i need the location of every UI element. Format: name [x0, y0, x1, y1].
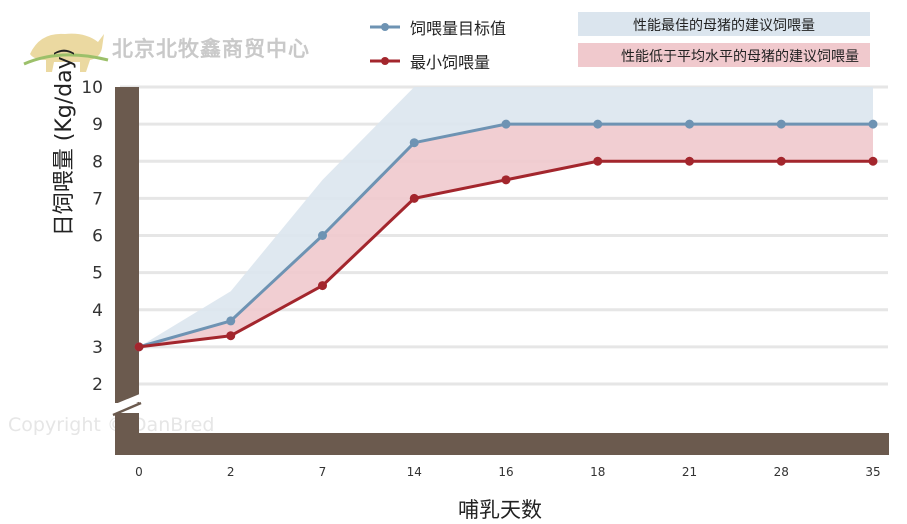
axis-break-mark: [108, 392, 146, 414]
x-tick-label: 18: [590, 465, 605, 479]
y-axis-label: 日饲喂量 (Kg/day): [52, 47, 77, 237]
series: [134, 119, 878, 352]
legend-below-label: 性能低于平均水平的母猪的建议饲喂量: [621, 49, 859, 65]
x-axis-label: 哺乳天数: [458, 498, 542, 522]
data-point-target: [409, 138, 419, 148]
x-tick-label: 21: [682, 465, 697, 479]
band-below-average: [139, 124, 873, 347]
x-tick-label: 16: [498, 465, 513, 479]
y-axis: [115, 87, 139, 403]
legend-target-label: 饲喂量目标值: [410, 19, 507, 38]
legend-best: 性能最佳的母猪的建议饲喂量: [633, 15, 815, 35]
data-point-target: [776, 119, 786, 129]
data-point-minimum: [501, 175, 511, 185]
x-tick-label: 35: [865, 465, 880, 479]
data-point-target: [226, 316, 236, 326]
legend-below-swatch: [578, 43, 870, 67]
data-point-minimum: [593, 156, 603, 166]
legend-below: 性能低于平均水平的母猪的建议饲喂量: [621, 46, 859, 66]
x-tick-label: 14: [407, 465, 422, 479]
y-tick-label: 8: [92, 152, 103, 172]
copyright-watermark: Copyright © DanBred: [8, 414, 215, 436]
axes: [108, 87, 889, 455]
y-tick-label: 6: [92, 227, 103, 247]
data-point-minimum: [868, 156, 878, 166]
legend-target-marker: [370, 23, 400, 31]
data-point-minimum: [226, 331, 236, 341]
y-tick-label: 2: [92, 375, 103, 395]
x-axis: [115, 433, 889, 455]
y-tick-label: 4: [92, 301, 103, 321]
data-point-minimum: [134, 342, 144, 352]
data-point-target: [501, 119, 511, 129]
bull-logo-icon: [23, 33, 109, 72]
x-tick-label: 7: [319, 465, 327, 479]
x-tick-label: 28: [774, 465, 789, 479]
axis-break-line: [112, 401, 142, 417]
bands: [139, 87, 873, 347]
legend-best-swatch: [578, 12, 870, 36]
company-watermark: 北京北牧鑫商贸中心: [112, 37, 310, 61]
data-point-target: [685, 119, 694, 129]
x-tick-label: 0: [135, 465, 143, 479]
y-tick-label: 10: [81, 78, 103, 98]
x-tick-label: 2: [227, 465, 235, 479]
band-best: [139, 87, 873, 347]
y-axis-lower: [115, 413, 139, 433]
data-point-target: [318, 231, 327, 240]
legend-target: 饲喂量目标值: [368, 15, 506, 39]
legend-min-marker: [370, 57, 400, 65]
legend-best-label: 性能最佳的母猪的建议饲喂量: [633, 18, 815, 34]
y-tick-label: 3: [92, 338, 103, 358]
tick-labels: 2 3 4 5 6 7 8 9 10 0 2 7 14 16 18 21 28 35: [81, 78, 880, 479]
data-point-minimum: [776, 156, 786, 166]
data-point-minimum: [318, 281, 327, 291]
data-point-minimum: [685, 156, 694, 166]
data-point-target: [593, 119, 603, 129]
legend-min-label: 最小饲喂量: [410, 53, 491, 72]
y-tick-label: 9: [92, 115, 103, 135]
y-tick-label: 5: [92, 264, 103, 284]
legend-min: 最小饲喂量: [368, 49, 490, 73]
data-point-minimum: [409, 193, 419, 203]
data-point-target: [868, 119, 878, 129]
y-tick-label: 7: [92, 189, 103, 209]
